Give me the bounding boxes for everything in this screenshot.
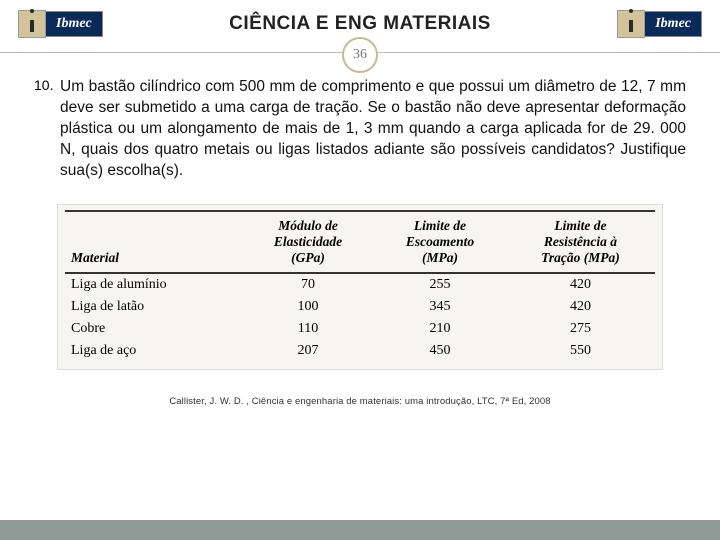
header: Ibmec CIÊNCIA E ENG MATERIAIS Ibmec	[0, 0, 720, 38]
page-title: CIÊNCIA E ENG MATERIAIS	[229, 13, 491, 35]
question-block: 10. Um bastão cilíndrico com 500 mm de c…	[34, 77, 686, 182]
col-tensile: Limite deResistência àTração (MPa)	[506, 211, 655, 274]
materials-table-wrap: Material Módulo deElasticidade(GPa) Limi…	[57, 204, 663, 371]
logo-i-icon	[18, 10, 46, 38]
question-number: 10.	[34, 77, 52, 182]
table-row: Liga de latão 100 345 420	[65, 296, 655, 318]
content-area: 10. Um bastão cilíndrico com 500 mm de c…	[0, 53, 720, 407]
col-modulus: Módulo deElasticidade(GPa)	[242, 211, 374, 274]
logo-text-left: Ibmec	[46, 11, 103, 37]
logo-left: Ibmec	[18, 10, 103, 38]
col-material: Material	[65, 211, 242, 274]
bottom-bar	[0, 520, 720, 540]
logo-i-icon	[617, 10, 645, 38]
table-row: Liga de alumínio 70 255 420	[65, 273, 655, 296]
citation: Callister, J. W. D. , Ciência e engenhar…	[34, 396, 686, 407]
table-row: Cobre 110 210 275	[65, 318, 655, 340]
page-number-badge: 36	[342, 37, 378, 73]
header-rule: 36	[0, 52, 720, 53]
table-row: Liga de aço 207 450 550	[65, 340, 655, 362]
logo-right: Ibmec	[617, 10, 702, 38]
logo-text-right: Ibmec	[645, 11, 702, 37]
materials-table: Material Módulo deElasticidade(GPa) Limi…	[65, 210, 655, 363]
question-text: Um bastão cilíndrico com 500 mm de compr…	[60, 77, 686, 182]
col-yield: Limite deEscoamento(MPa)	[374, 211, 506, 274]
